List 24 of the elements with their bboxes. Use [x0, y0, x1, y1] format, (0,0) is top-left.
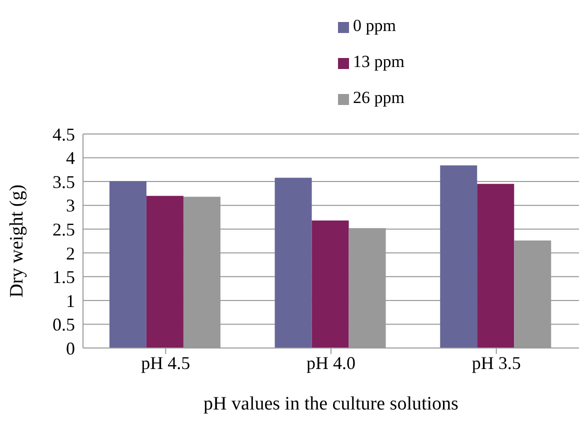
x-axis-title: pH values in the culture solutions: [204, 393, 458, 414]
y-tick-label: 3: [66, 196, 75, 216]
y-tick-label: 0: [66, 338, 75, 358]
legend-label: 0 ppm: [353, 16, 396, 35]
x-tick-label: pH 4.0: [306, 352, 356, 373]
bar: [109, 181, 146, 348]
bar: [477, 184, 514, 348]
y-tick-label: 4.5: [52, 124, 75, 144]
bar: [440, 165, 478, 348]
bar: [312, 220, 349, 348]
y-tick-label: 0.5: [52, 314, 75, 335]
bar: [274, 178, 312, 348]
legend-label: 26 ppm: [353, 88, 404, 107]
y-tick-label: 4: [66, 148, 75, 168]
y-tick-label: 1.5: [52, 267, 75, 288]
y-tick-label: 2: [66, 243, 75, 264]
x-tick-label: pH 4.5: [141, 352, 190, 373]
y-axis-title: Dry weight (g): [6, 184, 28, 298]
y-tick-label: 1: [66, 290, 75, 311]
bar: [146, 196, 184, 348]
x-tick-label: pH 3.5: [472, 352, 521, 373]
y-tick-label: 3.5: [52, 172, 75, 192]
legend-label: 13 ppm: [353, 52, 404, 71]
y-tick-label: 2.5: [52, 220, 75, 240]
